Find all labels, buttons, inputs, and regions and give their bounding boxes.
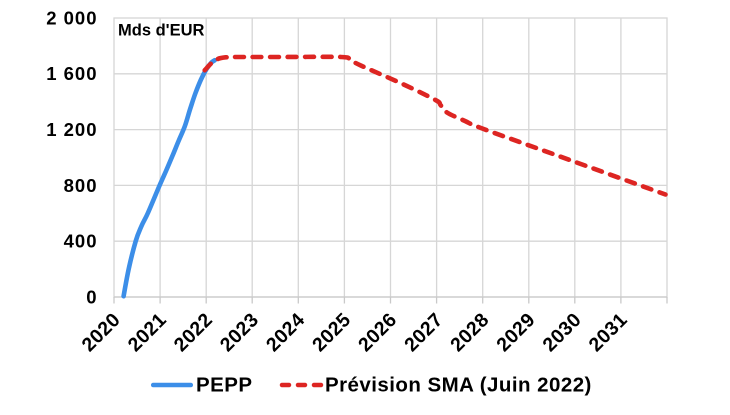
- svg-text:PEPP: PEPP: [196, 374, 253, 397]
- svg-text:Mds d'EUR: Mds d'EUR: [118, 22, 205, 40]
- svg-text:1 600: 1 600: [46, 63, 97, 84]
- svg-text:400: 400: [64, 231, 98, 252]
- svg-text:Prévision SMA (Juin 2022): Prévision SMA (Juin 2022): [325, 374, 592, 397]
- svg-text:1 200: 1 200: [46, 119, 97, 140]
- svg-text:2 000: 2 000: [46, 7, 97, 28]
- svg-text:800: 800: [64, 175, 98, 196]
- svg-text:0: 0: [86, 286, 97, 307]
